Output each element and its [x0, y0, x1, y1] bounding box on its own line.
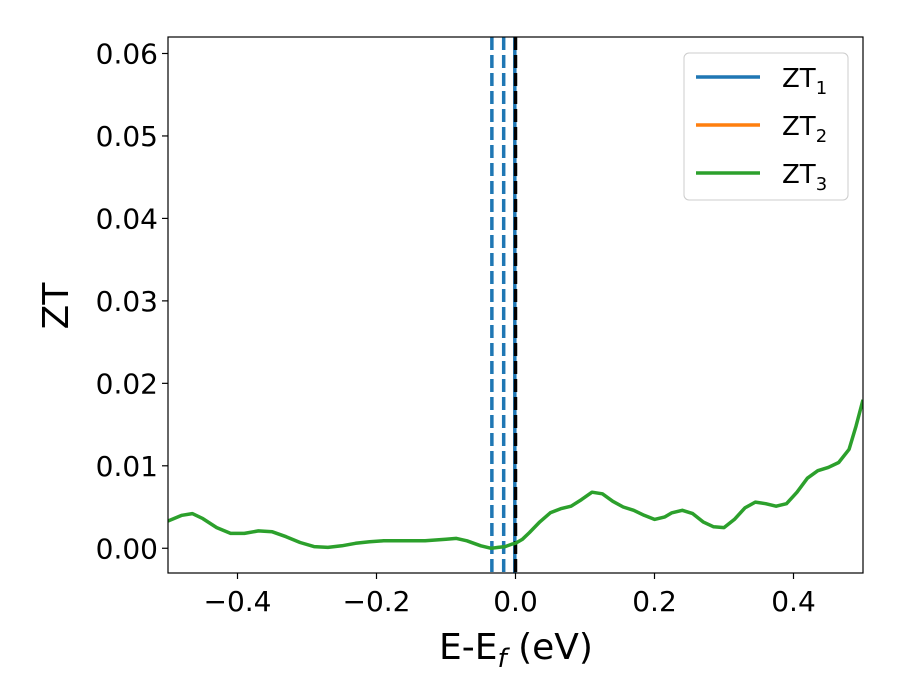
y-axis: 0.00 0.01 0.02 0.03 0.04 0.05 0.06 [96, 37, 168, 565]
series-lines [168, 399, 863, 551]
x-tick-label: 0.2 [632, 585, 677, 618]
x-axis-title-unit: (eV) [507, 627, 593, 668]
y-tick-label: 0.03 [96, 285, 158, 318]
x-tick-label: 0.4 [771, 585, 816, 618]
y-tick-label: 0.05 [96, 120, 158, 153]
y-tick-label: 0.01 [96, 450, 158, 483]
x-axis-title: E-Ef (eV) [439, 627, 593, 674]
legend: ZT1 ZT2 ZT3 [683, 52, 849, 201]
x-tick-label: 0.0 [493, 585, 538, 618]
y-tick-label: 0.04 [96, 202, 158, 235]
y-tick-label: 0.02 [96, 367, 158, 400]
x-tick-label: −0.4 [204, 585, 272, 618]
y-tick-label: 0.00 [96, 532, 158, 565]
legend-label-1: ZT1 [782, 64, 827, 99]
x-axis: −0.4 −0.2 0.0 0.2 0.4 [204, 573, 816, 618]
y-tick-label: 0.06 [96, 37, 158, 70]
fermi-reference-lines [490, 37, 518, 573]
legend-box [683, 52, 849, 201]
series-line-3 [168, 399, 863, 551]
legend-label-3: ZT3 [782, 160, 827, 195]
x-tick-label: −0.2 [343, 585, 411, 618]
legend-label-2: ZT2 [782, 112, 827, 147]
x-axis-title-main: E-E [439, 627, 497, 668]
y-axis-title: ZT [36, 282, 77, 330]
